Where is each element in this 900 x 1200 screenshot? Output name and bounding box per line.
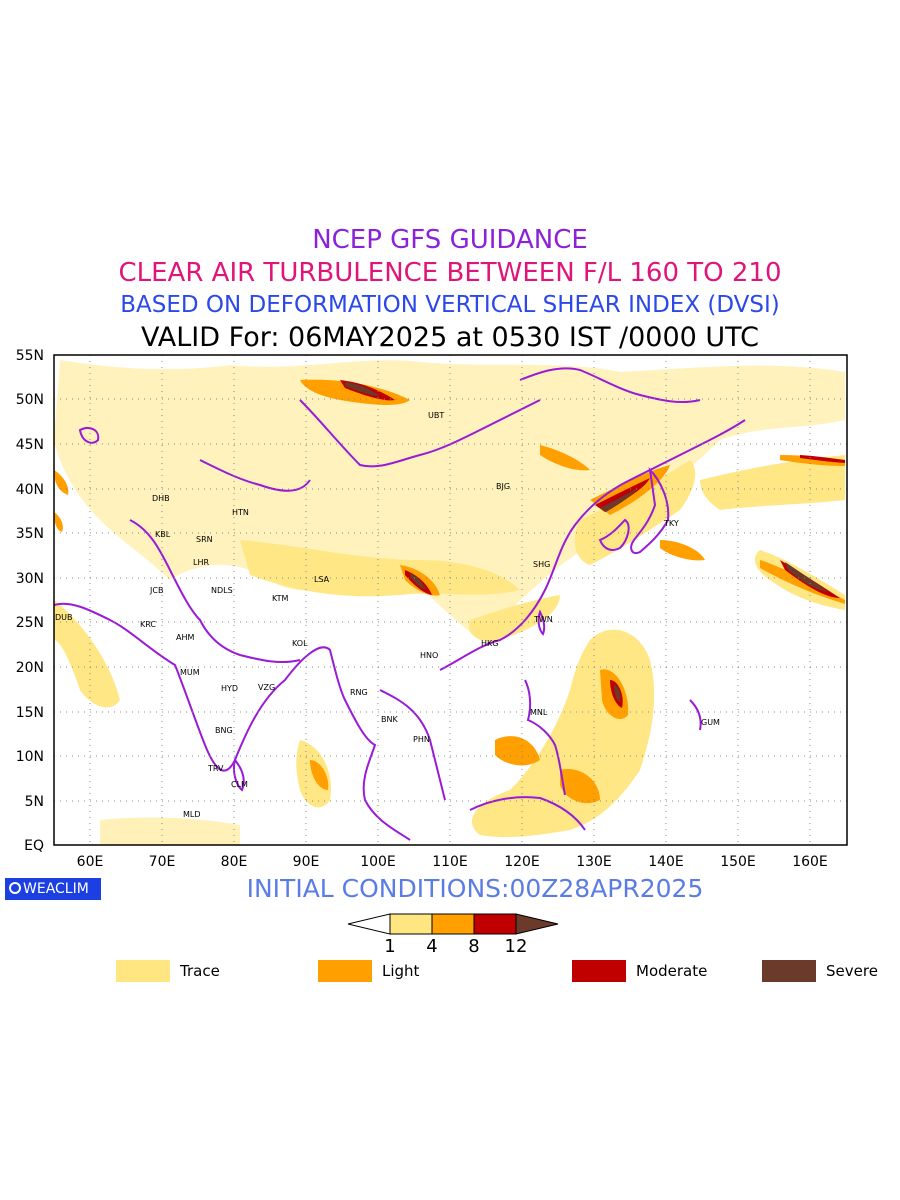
city-label: KOL: [292, 639, 308, 648]
city-label: KRC: [140, 620, 156, 629]
city-label: TWN: [533, 615, 553, 624]
colorbar: 1 4 8 12: [347, 913, 559, 957]
colorbar-below-min: [347, 913, 391, 935]
lat-label: 10N: [16, 749, 44, 765]
legend-label: Trace: [180, 962, 220, 980]
city-label: MNL: [530, 708, 548, 717]
legend-swatch: [572, 960, 626, 982]
lat-label: EQ: [24, 838, 44, 854]
city-label: KTM: [272, 594, 289, 603]
colorbar-tick-label: 12: [505, 936, 528, 957]
city-label: DUB: [55, 613, 73, 622]
coastlines-borders: [54, 367, 746, 841]
city-label: HYD: [221, 684, 238, 693]
city-label: PHN: [413, 735, 430, 744]
lon-label: 90E: [293, 854, 320, 870]
city-label: LSA: [314, 575, 330, 584]
city-label: HNO: [420, 651, 438, 660]
legend-label: Moderate: [636, 962, 708, 980]
weaclim-logo: WEACLIM: [5, 878, 101, 900]
lat-label: 25N: [16, 615, 44, 631]
city-label: BNG: [215, 726, 233, 735]
city-label: LHR: [193, 558, 209, 567]
colorbar-tick-label: 4: [426, 936, 437, 957]
title-valid-time: VALID For: 06MAY2025 at 0530 IST /0000 U…: [141, 322, 759, 353]
title-method: BASED ON DEFORMATION VERTICAL SHEAR INDE…: [120, 292, 780, 318]
lon-label: 80E: [221, 854, 248, 870]
lon-label: 130E: [576, 854, 612, 870]
map-gridlines: [54, 355, 847, 845]
lon-label: 110E: [432, 854, 468, 870]
lon-label: 60E: [77, 854, 104, 870]
city-label: SRN: [196, 535, 213, 544]
city-label: KBL: [155, 530, 171, 539]
trace-turbulence-area: [54, 360, 845, 845]
lat-label: 5N: [25, 794, 44, 810]
severe-turbulence-area: [345, 382, 828, 702]
city-label: MLD: [183, 810, 201, 819]
lon-label: 100E: [360, 854, 396, 870]
city-label: RNG: [350, 688, 368, 697]
city-label: BNK: [381, 715, 398, 724]
colorbar-segment: [389, 913, 433, 935]
city-label: DHB: [152, 494, 170, 503]
lat-label: 30N: [16, 571, 44, 587]
lat-label: 20N: [16, 660, 44, 676]
lat-label: 15N: [16, 705, 44, 721]
city-label: HTN: [232, 508, 249, 517]
city-label: GUM: [701, 718, 720, 727]
colorbar-segment: [431, 913, 475, 935]
city-label: BJG: [496, 482, 510, 491]
city-label: UBT: [428, 411, 444, 420]
colorbar-tick-label: 1: [384, 936, 395, 957]
colorbar-above-max: [515, 913, 559, 935]
legend-swatch: [116, 960, 170, 982]
circle-logo-icon: [9, 882, 21, 894]
city-label: VZG: [258, 683, 275, 692]
legend-swatch: [318, 960, 372, 982]
lat-label: 45N: [16, 437, 44, 453]
lat-label: 55N: [16, 348, 44, 364]
city-label: HKG: [481, 639, 498, 648]
legend-swatch: [762, 960, 816, 982]
map-plot-area: [54, 360, 845, 845]
city-label: TKY: [663, 519, 679, 528]
lon-label: 160E: [792, 854, 828, 870]
lon-label: 70E: [149, 854, 176, 870]
city-label: CLM: [231, 780, 248, 789]
title-guidance: NCEP GFS GUIDANCE: [312, 225, 588, 255]
lon-label: 140E: [648, 854, 684, 870]
lon-label: 150E: [720, 854, 756, 870]
legend-label: Light: [382, 962, 420, 980]
city-label: AHM: [176, 633, 194, 642]
lat-label: 35N: [16, 526, 44, 542]
initial-conditions: INITIAL CONDITIONS:00Z28APR2025: [246, 874, 704, 903]
lon-label: 120E: [504, 854, 540, 870]
city-label: SHG: [533, 560, 550, 569]
colorbar-segment: [473, 913, 517, 935]
turbulence-map: 55N 50N 45N 40N 35N 30N 25N 20N 15N 10N …: [16, 348, 848, 870]
city-label: MUM: [180, 668, 200, 677]
legend-label: Severe: [826, 962, 878, 980]
logo-text: WEACLIM: [23, 881, 89, 897]
city-label: JCB: [149, 586, 163, 595]
title-product: CLEAR AIR TURBULENCE BETWEEN F/L 160 TO …: [118, 258, 782, 288]
lat-label: 50N: [16, 392, 44, 408]
colorbar-tick-label: 8: [468, 936, 479, 957]
map-frame: [53, 354, 848, 846]
lat-label: 40N: [16, 482, 44, 498]
city-label: NDLS: [211, 586, 233, 595]
city-label: TRV: [207, 764, 224, 773]
